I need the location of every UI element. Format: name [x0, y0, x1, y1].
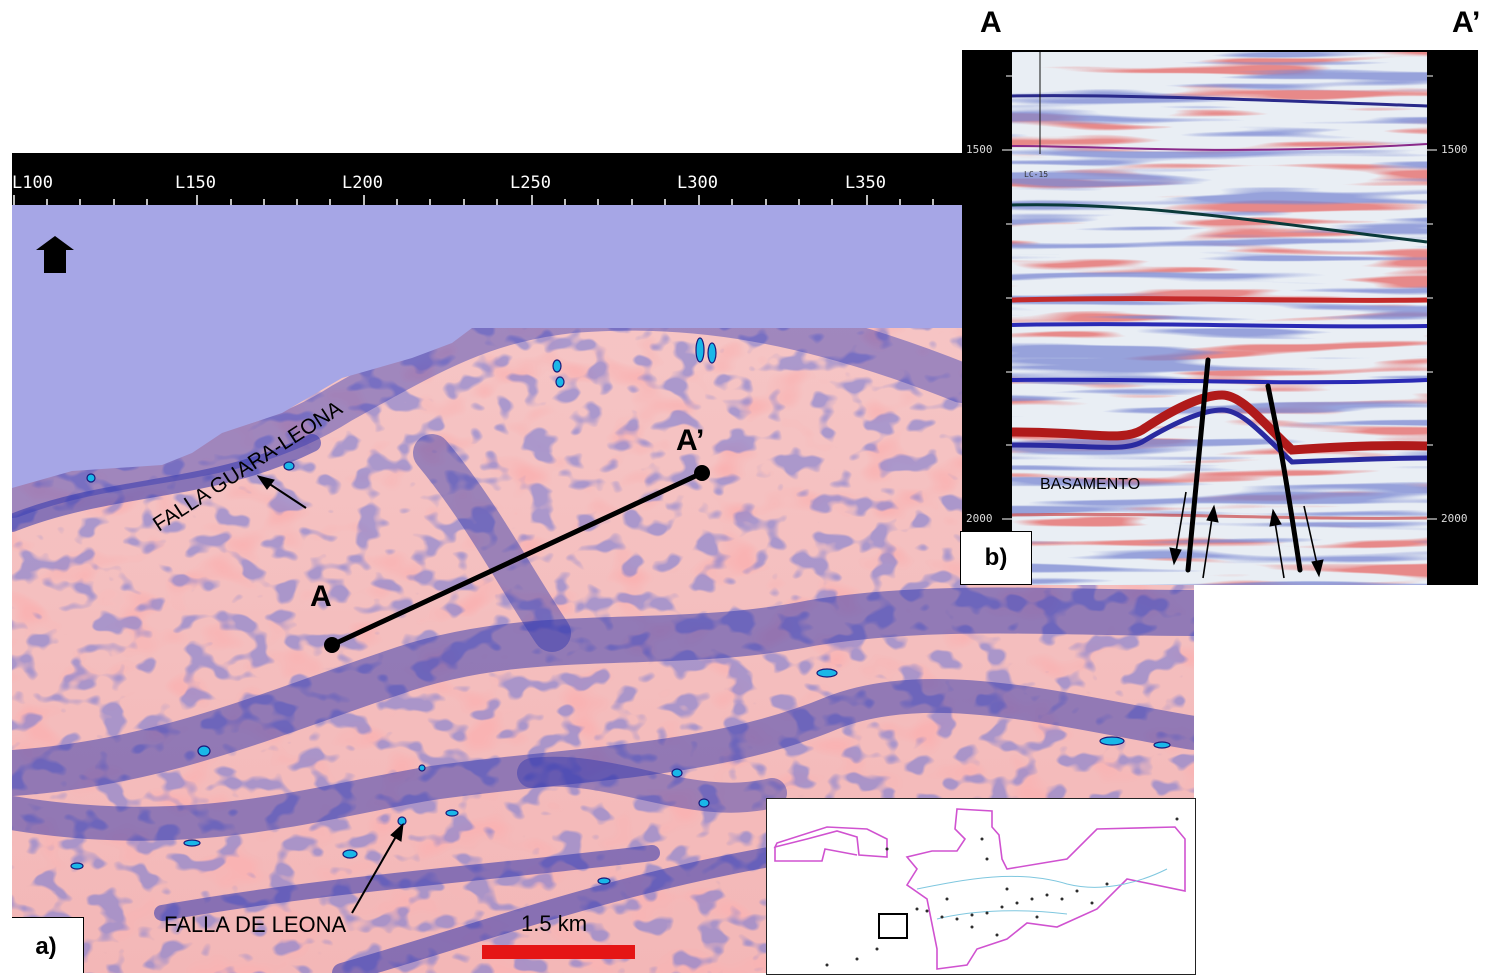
- ruler-label-l150: L150: [175, 173, 216, 193]
- fault-label-leona: FALLA DE LEONA: [164, 912, 347, 937]
- panel-tag-a-text: a): [35, 933, 57, 960]
- inset-map-drawing: [773, 808, 1186, 970]
- section-start-marker: [324, 637, 340, 653]
- inset-block-outlines: [773, 808, 1186, 970]
- ruler-label-l100: L100: [12, 173, 53, 193]
- basement-label: BASAMENTO: [1040, 476, 1141, 493]
- inset-study-area-box: [878, 913, 908, 939]
- ruler-label-l250: L250: [510, 173, 551, 193]
- scale-bar: [482, 945, 635, 959]
- depth-ticks: [1002, 75, 1437, 520]
- inset-wells: [825, 817, 1179, 967]
- depth-label-1500-right: 1500: [1441, 143, 1468, 156]
- section-horizons: [1011, 94, 1428, 520]
- section-top-label-a: A: [980, 6, 1002, 39]
- section-top-label-a-prime: A’: [1452, 6, 1481, 39]
- section-label-a: A: [310, 580, 332, 613]
- seismic-section: [962, 50, 1478, 585]
- north-arrow-icon: [36, 236, 74, 273]
- section-end-marker: [694, 465, 710, 481]
- ruler-label-l300: L300: [677, 173, 718, 193]
- ruler-ticks: [13, 195, 934, 205]
- seismic-section-panel: 1500 1500 2000 2000 LC-15 BASAMENTO b): [960, 50, 1478, 585]
- ruler-label-l350: L350: [845, 173, 886, 193]
- depth-label-1500-left: 1500: [966, 143, 993, 156]
- location-inset-map: [766, 798, 1196, 975]
- scale-label: 1.5 km: [521, 911, 588, 936]
- section-label-a-prime: A’: [676, 424, 705, 457]
- panel-tag-b: b): [960, 531, 1032, 585]
- depth-label-2000-left: 2000: [966, 512, 993, 525]
- section-line: [330, 470, 704, 648]
- fault-pointer-arrows: [256, 475, 404, 914]
- panel-tag-b-text: b): [984, 544, 1008, 571]
- fault-traces: [1185, 357, 1303, 573]
- amplitude-highlights: [70, 337, 1171, 885]
- water-region: [12, 205, 962, 488]
- section-blue-reflectors: [1012, 52, 1427, 585]
- inset-contours: [916, 868, 1168, 920]
- slip-arrows: [1169, 491, 1324, 579]
- depth-label-2000-right: 2000: [1441, 512, 1468, 525]
- ruler-label-l200: L200: [342, 173, 383, 193]
- panel-tag-a: a): [12, 917, 84, 973]
- well-label: LC-15: [1024, 170, 1049, 179]
